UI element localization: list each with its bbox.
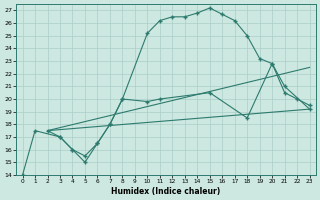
X-axis label: Humidex (Indice chaleur): Humidex (Indice chaleur) — [111, 187, 221, 196]
